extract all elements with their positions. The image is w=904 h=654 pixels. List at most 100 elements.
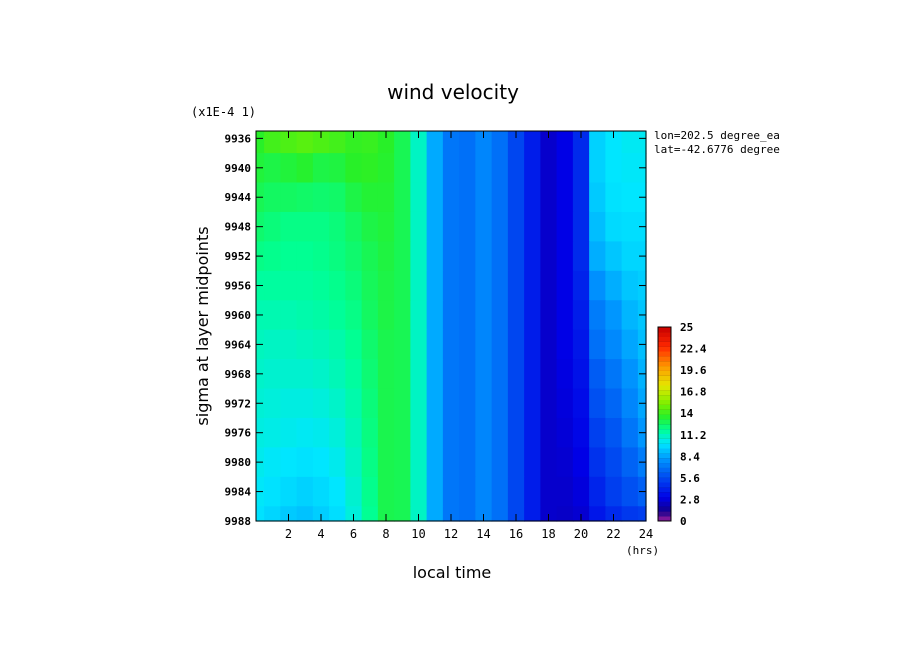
- heatmap-cell: [264, 270, 281, 301]
- colorbar-band: [658, 511, 671, 517]
- heatmap-cell: [394, 417, 411, 449]
- colorbar-band: [658, 482, 671, 488]
- colorbar-band: [658, 399, 671, 405]
- heatmap-cell: [410, 131, 428, 154]
- heatmap-cell: [475, 300, 493, 331]
- heatmap-cell: [280, 270, 298, 301]
- y-tick-label: 9980: [225, 456, 252, 469]
- heatmap-cell: [556, 300, 574, 331]
- heatmap-cell: [540, 182, 558, 213]
- colorbar-tick-label: 5.6: [680, 472, 700, 485]
- y-tick-label: 9948: [225, 221, 252, 234]
- heatmap-cell: [524, 447, 541, 478]
- x-tick-label: 18: [541, 527, 555, 541]
- colorbar-band: [658, 472, 671, 478]
- heatmap-cell: [572, 447, 590, 478]
- colorbar-tick-label: 16.8: [680, 386, 707, 399]
- heatmap-cell: [507, 131, 525, 154]
- heatmap-cell: [296, 182, 314, 213]
- heatmap-cell: [345, 182, 363, 213]
- heatmap-cell: [377, 447, 395, 478]
- heatmap-cell: [264, 447, 281, 478]
- heatmap-cell: [621, 153, 639, 184]
- x-unit: (hrs): [626, 544, 659, 557]
- heatmap-cell: [621, 506, 639, 522]
- heatmap-cell: [312, 153, 330, 184]
- heatmap-cell: [312, 211, 330, 242]
- colorbar-tick-label: 0: [680, 515, 687, 528]
- heatmap-cell: [394, 476, 411, 507]
- heatmap-cell: [361, 447, 379, 478]
- heatmap-cell: [459, 329, 476, 360]
- heatmap-cell: [507, 417, 525, 449]
- heatmap-cell: [426, 359, 444, 390]
- heatmap-cell: [572, 300, 590, 331]
- colorbar-band: [658, 341, 671, 347]
- colorbar-band: [658, 477, 671, 483]
- heatmap-cell: [426, 388, 444, 419]
- heatmap-cell: [345, 300, 363, 331]
- heatmap-cell: [312, 182, 330, 213]
- heatmap-cell: [361, 131, 379, 154]
- heatmap-cell: [361, 211, 379, 242]
- heatmap-cell: [256, 131, 265, 154]
- heatmap-cell: [507, 182, 525, 213]
- heatmap-cell: [491, 388, 509, 419]
- y-tick-label: 9952: [225, 250, 252, 263]
- heatmap-cell: [377, 329, 395, 360]
- colorbar-tick-label: 14: [680, 407, 694, 420]
- heatmap-cell: [280, 417, 298, 449]
- heatmap-cell: [361, 417, 379, 449]
- heatmap-cell: [377, 211, 395, 242]
- x-tick-label: 24: [639, 527, 653, 541]
- heatmap-cell: [312, 388, 330, 419]
- colorbar-tick-label: 8.4: [680, 450, 700, 463]
- heatmap-cell: [459, 153, 476, 184]
- heatmap-cell: [459, 211, 476, 242]
- colorbar-tick-label: 22.4: [680, 343, 707, 356]
- heatmap-cell: [491, 270, 509, 301]
- heatmap-cell: [491, 476, 509, 507]
- heatmap-cell: [442, 417, 460, 449]
- heatmap-cell: [475, 131, 493, 154]
- heatmap-cell: [589, 329, 606, 360]
- y-tick-label: 9988: [225, 515, 252, 528]
- heatmap-cell: [605, 506, 623, 522]
- heatmap-cell: [280, 131, 298, 154]
- heatmap-cell: [442, 447, 460, 478]
- heatmap-cell: [264, 131, 281, 154]
- heatmap-cell: [377, 153, 395, 184]
- heatmap-cell: [605, 359, 623, 390]
- heatmap-cell: [621, 182, 639, 213]
- heatmap-cell: [394, 359, 411, 390]
- heatmap-cell: [280, 506, 298, 522]
- heatmap-cell: [572, 388, 590, 419]
- heatmap-cell: [296, 359, 314, 390]
- heatmap-cell: [605, 241, 623, 272]
- heatmap-cell: [296, 417, 314, 449]
- heatmap-cell: [329, 153, 346, 184]
- colorbar-band: [658, 516, 671, 522]
- heatmap-cell: [426, 506, 444, 522]
- colorbar-tick-label: 25: [680, 321, 693, 334]
- heatmap-cell: [426, 182, 444, 213]
- heatmap-cell: [377, 270, 395, 301]
- heatmap-cell: [345, 131, 363, 154]
- heatmap-cell: [410, 300, 428, 331]
- heatmap-cell: [507, 241, 525, 272]
- heatmap-cell: [572, 359, 590, 390]
- heatmap-cell: [394, 300, 411, 331]
- heatmap-cell: [459, 388, 476, 419]
- heatmap-cell: [394, 506, 411, 522]
- heatmap-cell: [345, 270, 363, 301]
- heatmap-cell: [459, 359, 476, 390]
- heatmap-cell: [524, 211, 541, 242]
- heatmap-cell: [394, 388, 411, 419]
- heatmap-cell: [410, 447, 428, 478]
- heatmap-cell: [264, 388, 281, 419]
- heatmap-cell: [296, 211, 314, 242]
- colorbar-band: [658, 467, 671, 473]
- colorbar-band: [658, 336, 671, 342]
- heatmap-cell: [524, 270, 541, 301]
- heatmap-cell: [556, 359, 574, 390]
